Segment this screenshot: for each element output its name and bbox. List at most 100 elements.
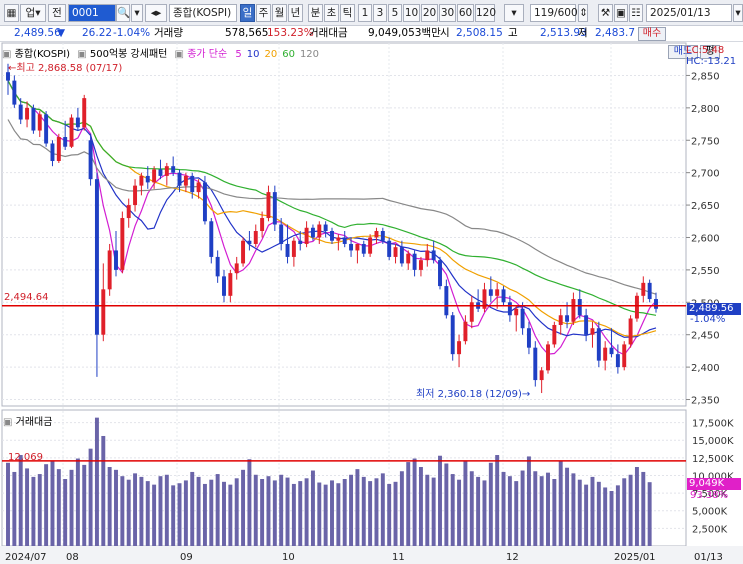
volume-bar	[641, 471, 646, 546]
candle-body	[565, 315, 570, 322]
candle-body	[260, 218, 265, 231]
period-tab-0[interactable]: 일	[240, 4, 255, 22]
period-tab-3[interactable]: 년	[288, 4, 303, 22]
index-name-field: 종합(KOSPI)	[169, 4, 237, 22]
volume-bar	[501, 471, 506, 546]
volume-bar	[37, 474, 42, 546]
volume-pane-title-text: 거래대금	[15, 417, 53, 428]
legend-ma-icon: ▣	[174, 49, 184, 60]
buy-button[interactable]: 매수	[638, 27, 666, 41]
volume-bar	[247, 459, 252, 546]
volume-bar	[215, 474, 220, 546]
x-axis-band	[0, 546, 743, 564]
volume-bar	[120, 476, 125, 546]
prev-next-icon[interactable]: ◂▸	[145, 4, 167, 22]
high-annotation-text: 최고 2,868.58 (07/17)	[16, 63, 123, 74]
volume-bar	[539, 476, 544, 546]
price-chart[interactable]: 2,850 2,800 2,750 2,700 2,650 2,600 2,550 2,500…	[0, 42, 743, 564]
minute-tab-30[interactable]: 30	[439, 4, 456, 22]
volume-tick-label: 15,000K	[692, 436, 734, 447]
code-input[interactable]: 0001	[68, 4, 116, 22]
category-select[interactable]: 업▾	[20, 4, 46, 22]
candle-body	[82, 98, 87, 128]
lc-label: LC:5.48	[686, 45, 725, 56]
minute-tab-3[interactable]: 3	[373, 4, 387, 22]
volume-bar	[145, 481, 150, 546]
volume-bar	[69, 469, 74, 546]
candle-body	[444, 286, 449, 316]
dropdown-icon[interactable]: ▾	[131, 4, 143, 22]
candle-body	[482, 289, 487, 309]
candle-body	[603, 347, 608, 361]
date-dropdown-icon[interactable]: ▾	[733, 4, 743, 22]
volume-bar	[190, 471, 195, 546]
volume-bar	[202, 483, 207, 546]
volume-tick-label: 10,000K	[692, 471, 734, 482]
minute-tab-5[interactable]: 5	[388, 4, 402, 22]
period-tab-4[interactable]: 분	[308, 4, 323, 22]
minute-dropdown-icon[interactable]: ▾	[504, 4, 524, 22]
settings-icon[interactable]: ⚒	[598, 4, 613, 22]
save-icon[interactable]: ▣	[614, 4, 628, 22]
volume-bar	[546, 472, 550, 546]
sell-button[interactable]: 매도	[668, 45, 698, 59]
candle-body	[107, 250, 112, 290]
period-tab-2[interactable]: 월	[272, 4, 287, 22]
candle-body	[279, 224, 284, 244]
value-amount: 9,049,053백만	[368, 27, 441, 39]
volume-bar	[291, 483, 296, 546]
minute-tab-20[interactable]: 20	[421, 4, 438, 22]
volume-bar	[342, 479, 347, 546]
volume-value: 578,565	[225, 27, 269, 39]
volume-bar	[18, 455, 23, 546]
volume-bar	[139, 476, 144, 546]
minute-tab-10[interactable]: 10	[403, 4, 420, 22]
down-arrow-icon: ▼	[57, 27, 66, 39]
volume-bar	[399, 471, 404, 546]
volume-bar	[584, 484, 589, 546]
spin-icon[interactable]: ⇕	[578, 4, 588, 22]
candle-body	[374, 231, 379, 238]
volume-bar	[393, 481, 398, 546]
candle-body	[330, 231, 334, 241]
candle-body	[88, 140, 93, 180]
candle-body	[31, 107, 36, 131]
grid-icon[interactable]: ▦	[4, 4, 19, 22]
volume-tick-label: 7,500K	[692, 489, 728, 500]
last-price: 2,489.56	[14, 27, 61, 39]
search-icon[interactable]: 🔍	[116, 4, 130, 22]
volume-bar	[533, 471, 538, 546]
candle-body	[520, 308, 525, 329]
volume-bar	[330, 480, 334, 546]
minute-tab-120[interactable]: 120	[475, 4, 496, 22]
volume-bar	[412, 458, 417, 546]
eval-button[interactable]: 평	[700, 45, 720, 59]
candle-body	[387, 240, 392, 257]
period-tab-5[interactable]: 초	[324, 4, 339, 22]
candle-body	[190, 175, 195, 193]
volume-bar	[317, 482, 322, 546]
period-tab-6[interactable]: 틱	[340, 4, 355, 22]
volume-bar	[279, 474, 284, 546]
candle-body	[641, 282, 646, 296]
volume-bar	[260, 479, 265, 546]
volume-bar	[596, 481, 601, 546]
calendar-icon[interactable]: ☷	[629, 4, 643, 22]
tab-all[interactable]: 전	[48, 4, 66, 22]
date-field[interactable]: 2025/01/13	[646, 4, 732, 22]
volume-bar	[266, 476, 271, 546]
low-value: 2,483.7	[595, 27, 636, 39]
candle-body	[622, 344, 627, 368]
x-tick-label: 08	[66, 552, 79, 563]
open-label: 시	[440, 27, 450, 39]
minute-tab-1[interactable]: 1	[358, 4, 372, 22]
count-field[interactable]: 119/600	[530, 4, 578, 22]
price-tick-label: 2,650	[691, 201, 720, 212]
low-annotation: 최저 2,360.18 (12/09)→	[416, 389, 531, 400]
minute-tab-60[interactable]: 60	[457, 4, 474, 22]
price-tick-label: 2,750	[691, 136, 720, 147]
volume-bar	[628, 474, 633, 546]
price-tick-label: 2,600	[691, 233, 720, 244]
period-tab-1[interactable]: 주	[256, 4, 271, 22]
volume-bar	[552, 479, 557, 546]
